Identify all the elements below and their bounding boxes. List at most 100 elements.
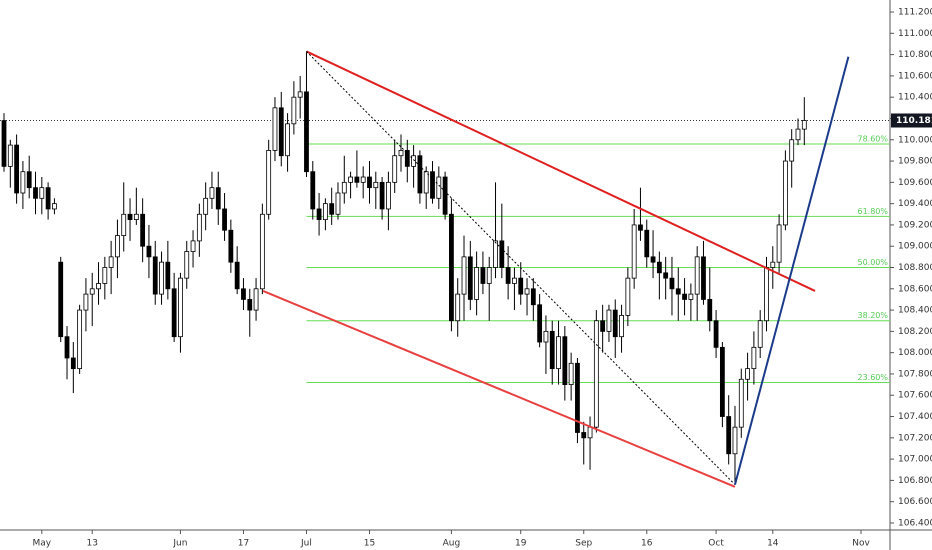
x-tick-label: Aug	[443, 539, 461, 549]
candle-body	[398, 150, 404, 157]
candle-body	[159, 261, 164, 295]
candle-body	[209, 187, 215, 199]
candle-body	[26, 171, 32, 189]
candle-body	[486, 267, 492, 284]
candle-body	[259, 213, 265, 290]
fib-label: 61.80%	[857, 207, 888, 216]
candle-body	[39, 187, 45, 199]
fib-label: 50.00%	[857, 258, 888, 267]
candle-body	[152, 256, 158, 295]
candle-body	[234, 261, 240, 290]
candle-body	[694, 256, 700, 295]
y-tick-label: 108.200	[898, 327, 932, 337]
candle-body	[663, 272, 669, 279]
candle-body	[348, 176, 353, 183]
candle-body	[455, 293, 461, 322]
candle-body	[272, 107, 278, 151]
x-tick-label: 17	[238, 539, 249, 549]
candle-body	[801, 120, 807, 130]
trend-line	[306, 51, 736, 486]
candle-body	[562, 336, 568, 385]
candle-body	[291, 96, 297, 125]
candle-body	[512, 277, 517, 284]
candle-body	[304, 91, 309, 173]
candle-body	[644, 229, 650, 258]
x-tick-label: Nov	[852, 539, 870, 549]
candle-body	[745, 368, 750, 380]
candle-body	[385, 181, 391, 210]
y-tick-label: 107.400	[898, 412, 932, 422]
y-tick-label: 111.000	[898, 29, 932, 39]
candle-body	[499, 240, 505, 268]
trend-line	[262, 289, 736, 488]
x-tick-label: Sep	[575, 539, 592, 549]
candle-body	[575, 362, 580, 433]
candle-body	[782, 160, 788, 226]
candle-body	[203, 197, 209, 215]
candle-body	[165, 261, 171, 290]
candle-body	[795, 128, 801, 141]
candle-body	[726, 416, 732, 455]
x-tick-label: Jun	[172, 539, 187, 549]
candle-body	[133, 213, 139, 221]
candle-body	[329, 203, 335, 215]
candle-body	[411, 155, 417, 167]
candle-body	[467, 256, 473, 300]
candle-body	[115, 235, 120, 258]
fib-label: 38.20%	[857, 311, 888, 320]
candle-body	[732, 426, 738, 455]
trend-line	[734, 56, 850, 485]
candle-body	[127, 213, 133, 221]
y-tick-label: 109.800	[898, 157, 932, 167]
candle-body	[379, 181, 385, 210]
y-tick-label: 107.200	[898, 433, 932, 443]
candle-body	[656, 261, 662, 274]
candle-body	[190, 240, 196, 252]
candle-body	[669, 277, 675, 290]
candle-body	[631, 224, 637, 279]
candle-body	[310, 171, 316, 210]
candle-body	[549, 330, 555, 370]
candle-body	[341, 181, 347, 194]
candle-body	[45, 187, 51, 210]
x-tick-label: 16	[641, 539, 653, 549]
fib-label: 78.60%	[857, 135, 888, 144]
last-price-tag	[891, 113, 932, 128]
y-tick-label: 106.400	[898, 518, 932, 528]
y-tick-label: 111.200	[898, 8, 932, 18]
candle-body	[682, 293, 687, 300]
candle-body	[619, 315, 624, 338]
candle-body	[77, 309, 83, 370]
y-tick-label: 108.600	[898, 284, 932, 294]
candle-body	[52, 203, 57, 210]
candle-body	[316, 208, 322, 221]
candle-body	[701, 256, 706, 300]
y-tick-label: 107.800	[898, 369, 932, 379]
candle-body	[266, 150, 272, 215]
x-tick-label: 19	[515, 539, 527, 549]
candle-body	[638, 224, 643, 231]
y-tick-label: 108.400	[898, 306, 932, 316]
x-tick-label: May	[33, 539, 52, 549]
y-tick-label: 108.800	[898, 263, 932, 273]
x-tick-label: 13	[86, 539, 97, 549]
candle-body	[568, 362, 574, 385]
candle-body	[83, 293, 89, 311]
candle-body	[102, 267, 108, 284]
candle-body	[764, 267, 769, 322]
candle-body	[751, 346, 757, 370]
y-tick-label: 107.600	[898, 391, 932, 401]
y-tick-label: 108.000	[898, 348, 932, 358]
candle-body	[146, 245, 152, 258]
candle-body	[247, 299, 253, 311]
candle-body	[58, 261, 64, 338]
candle-body	[675, 288, 681, 295]
y-tick-label: 109.400	[898, 199, 932, 209]
candle-body	[278, 107, 284, 157]
y-tick-label: 106.600	[898, 497, 932, 507]
candle-body	[757, 320, 763, 348]
candle-body	[719, 346, 725, 417]
candle-body	[222, 208, 227, 231]
candle-body	[505, 267, 511, 284]
candle-body	[493, 240, 498, 268]
